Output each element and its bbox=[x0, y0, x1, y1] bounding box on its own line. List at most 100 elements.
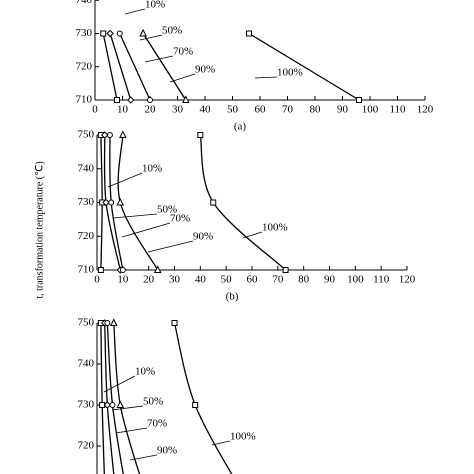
marker bbox=[116, 197, 125, 206]
marker bbox=[139, 28, 147, 37]
marker bbox=[114, 97, 120, 103]
curve-label: 100% bbox=[277, 67, 303, 79]
curve-label: 10% bbox=[145, 0, 165, 11]
marker bbox=[106, 29, 114, 38]
curve-label: 50% bbox=[162, 25, 182, 37]
leader-line bbox=[242, 231, 263, 239]
curve-label: 10% bbox=[142, 163, 162, 175]
y-axis-label: t, transformation temperature (℃) bbox=[34, 161, 45, 298]
marker bbox=[100, 30, 107, 37]
x-tick-label: 50 bbox=[227, 104, 239, 116]
curve bbox=[248, 32, 360, 101]
marker bbox=[210, 199, 217, 206]
curve-label: 70% bbox=[147, 418, 167, 430]
marker bbox=[97, 267, 104, 273]
y-tick-label: 740 bbox=[78, 162, 95, 174]
x-tick-label: 120 bbox=[399, 274, 416, 286]
x-tick-label: 120 bbox=[417, 104, 434, 116]
y-tick-label: 750 bbox=[78, 129, 95, 141]
y-tick-label: 720 bbox=[76, 60, 93, 72]
curve bbox=[109, 33, 132, 101]
marker bbox=[109, 318, 118, 326]
curve bbox=[173, 322, 233, 474]
marker bbox=[104, 320, 111, 326]
curve-label: 100% bbox=[262, 222, 288, 234]
x-tick-label: 90 bbox=[337, 104, 349, 116]
marker bbox=[109, 402, 116, 408]
leader-line bbox=[254, 76, 278, 79]
curve bbox=[113, 322, 141, 474]
y-tick-label: 740 bbox=[78, 358, 95, 370]
x-tick-label: 100 bbox=[347, 274, 364, 286]
curve bbox=[142, 33, 187, 101]
leader-line bbox=[103, 375, 136, 393]
marker bbox=[116, 400, 125, 408]
curve bbox=[119, 33, 151, 101]
curve-label: 70% bbox=[173, 46, 193, 58]
curve bbox=[104, 322, 115, 474]
curve bbox=[100, 322, 105, 474]
marker bbox=[282, 267, 289, 273]
curve-label: 70% bbox=[170, 213, 190, 225]
marker bbox=[181, 95, 190, 103]
marker bbox=[147, 97, 153, 103]
marker bbox=[119, 130, 127, 138]
marker bbox=[106, 132, 113, 138]
x-tick-label: 70 bbox=[272, 274, 284, 286]
marker bbox=[153, 265, 162, 273]
marker bbox=[101, 131, 109, 139]
marker bbox=[192, 402, 199, 408]
x-tick-label: 60 bbox=[247, 274, 259, 286]
x-tick-label: 70 bbox=[282, 104, 294, 116]
y-tick-label: 730 bbox=[78, 399, 95, 411]
curve-label: 50% bbox=[157, 204, 177, 216]
marker bbox=[119, 267, 126, 273]
x-tick-label: 0 bbox=[94, 274, 100, 286]
marker bbox=[246, 30, 252, 37]
marker bbox=[127, 96, 135, 104]
curve-label: 90% bbox=[157, 445, 177, 457]
marker bbox=[103, 401, 112, 409]
x-tick-label: 90 bbox=[324, 274, 336, 286]
marker bbox=[197, 132, 204, 138]
curve-label: 100% bbox=[230, 431, 256, 443]
curve-label: 50% bbox=[143, 396, 163, 408]
curve-label: 90% bbox=[193, 231, 213, 243]
leader-line bbox=[139, 34, 163, 41]
leader-line bbox=[111, 405, 144, 411]
x-tick-label: 100 bbox=[362, 104, 379, 116]
leader-line bbox=[115, 427, 148, 434]
leader-line bbox=[211, 440, 231, 446]
y-tick-label: 750 bbox=[78, 317, 95, 329]
curve-label: 90% bbox=[195, 64, 215, 76]
x-tick-label: 30 bbox=[172, 104, 184, 116]
marker bbox=[108, 199, 115, 206]
leader-line bbox=[121, 222, 171, 238]
x-tick-label: 40 bbox=[195, 274, 207, 286]
x-tick-label: 110 bbox=[389, 104, 406, 116]
y-tick-label: 740 bbox=[76, 0, 93, 6]
y-tick-label: 720 bbox=[78, 440, 95, 452]
x-tick-label: 0 bbox=[92, 104, 98, 116]
y-tick-label: 720 bbox=[78, 230, 95, 242]
marker bbox=[356, 97, 362, 103]
curve bbox=[106, 322, 124, 474]
leader-line bbox=[124, 8, 146, 15]
marker bbox=[171, 320, 178, 326]
x-tick-label: 40 bbox=[200, 104, 212, 116]
leader-line bbox=[169, 73, 196, 83]
curve bbox=[117, 134, 159, 271]
x-tick-label: 110 bbox=[373, 274, 390, 286]
x-tick-label: 50 bbox=[221, 274, 233, 286]
x-tick-label: 20 bbox=[145, 104, 157, 116]
x-tick-label: 30 bbox=[169, 274, 181, 286]
curve-label: 10% bbox=[135, 366, 155, 378]
leader-line bbox=[129, 454, 158, 461]
x-tick-label: 20 bbox=[143, 274, 155, 286]
x-tick-label: 60 bbox=[255, 104, 267, 116]
curve bbox=[102, 33, 118, 101]
x-tick-label: 10 bbox=[117, 274, 129, 286]
marker bbox=[116, 30, 123, 37]
y-tick-label: 730 bbox=[76, 27, 93, 39]
